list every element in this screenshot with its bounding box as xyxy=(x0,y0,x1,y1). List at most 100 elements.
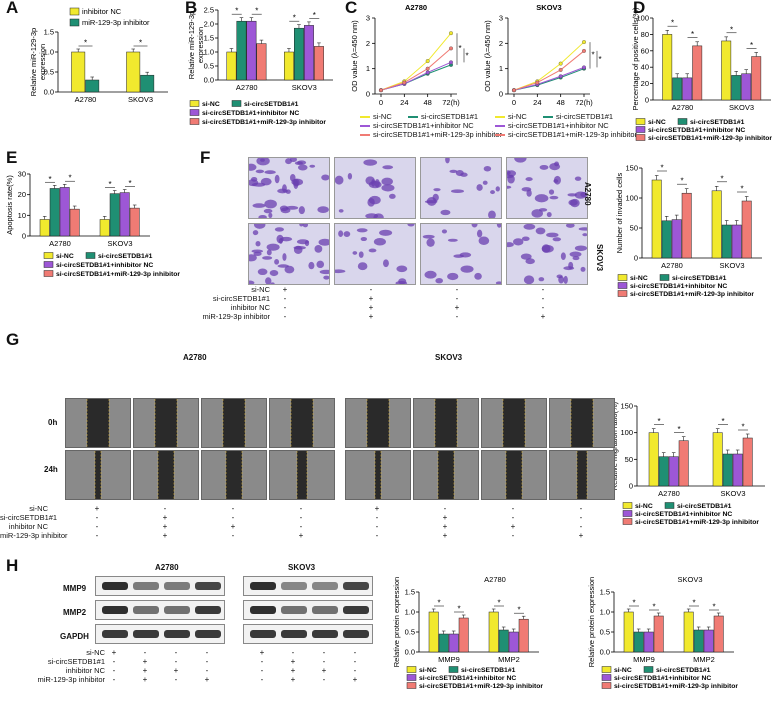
panel-label-e: E xyxy=(6,148,18,167)
legend-c-label: si-circSETDB1#1 xyxy=(421,112,479,121)
y-tick-label: 3 xyxy=(499,14,503,23)
y-axis-label: Relative miR-129-3pexpression xyxy=(29,28,47,96)
h-condition-cell-r2-c5: + xyxy=(290,666,296,675)
data-point xyxy=(425,70,430,75)
stained-cell xyxy=(255,240,261,247)
legend-swatch-0 xyxy=(43,252,54,259)
legend-swatch-2 xyxy=(617,282,628,289)
stained-cell xyxy=(490,190,495,195)
panel-label-h: H xyxy=(6,556,19,575)
legend-line-marker xyxy=(360,125,370,128)
h-condition-cell-r2-c3: - xyxy=(205,666,209,675)
y-tick-label: 1.0 xyxy=(405,608,415,617)
stained-cell xyxy=(521,236,530,242)
y-tick-label: 2.5 xyxy=(204,6,214,15)
blot-lanes xyxy=(102,582,221,590)
h-condition-cell-r0-c7: - xyxy=(353,648,357,657)
micrograph-r1-c0 xyxy=(248,223,330,285)
legend-swatch-1 xyxy=(659,274,670,281)
h-condition-row-label-2: inhibitor NC xyxy=(65,666,105,675)
legend-swatch-1 xyxy=(69,18,80,27)
y-tick-label: 1 xyxy=(499,64,503,73)
wound-field xyxy=(86,399,110,447)
data-point xyxy=(449,60,453,65)
legend-swatch-1 xyxy=(643,666,654,673)
bar-MMP2-2 xyxy=(508,631,519,653)
condition-cell-r2-c2: + xyxy=(454,303,460,312)
y-tick-label: 1.5 xyxy=(405,588,415,597)
category-label-MMP9: MMP9 xyxy=(633,655,655,664)
g-condition-cell-r1-c5: + xyxy=(442,513,448,522)
legend-line-marker xyxy=(495,125,505,128)
stained-cell xyxy=(507,170,517,177)
blot-band xyxy=(133,606,159,614)
wound-image-r0-c4 xyxy=(345,398,411,448)
data-point xyxy=(402,80,407,85)
bar-MMP9-0 xyxy=(623,611,634,653)
legend-label-3: si-circSETDB1#1+miR-129-3p inhibitor xyxy=(56,271,180,278)
y-tick-label: 1.5 xyxy=(204,34,214,43)
legend-swatch-0 xyxy=(617,274,628,281)
y-axis-label: OD value (λ=450 nm) xyxy=(483,20,492,92)
stained-cell xyxy=(449,169,458,173)
stained-cell xyxy=(440,209,451,216)
y-tick-label: 1.0 xyxy=(600,608,610,617)
legend-swatch-2 xyxy=(43,261,54,268)
g-condition-cell-r0-c5: - xyxy=(443,504,447,513)
legend-label-3: si-circSETDB1#1+miR-129-3p inhibitor xyxy=(635,519,759,526)
y-tick-label: 0 xyxy=(634,254,638,263)
wound-gap xyxy=(155,399,177,447)
sig-star: * xyxy=(293,14,296,23)
bar-SKOV3-3 xyxy=(742,437,753,487)
stained-cell xyxy=(572,256,580,261)
bar-MMP2-0 xyxy=(683,611,694,653)
y-tick-label: 0.5 xyxy=(600,628,610,637)
h-row-gapdh: GAPDH xyxy=(60,632,89,641)
micrograph-r0-c2 xyxy=(420,157,502,219)
stained-cell xyxy=(363,159,378,166)
micrograph-r1-c1 xyxy=(334,223,416,285)
g-condition-cell-r2-c1: + xyxy=(162,522,168,531)
invasion-micrographs xyxy=(248,157,588,285)
stained-cell xyxy=(296,239,309,245)
legend-line-marker xyxy=(543,116,553,119)
stained-cell xyxy=(317,206,329,214)
stained-cell xyxy=(541,244,551,253)
stained-cell xyxy=(285,205,299,210)
y-tick-label: 0.0 xyxy=(405,648,415,657)
bar-MMP9-1 xyxy=(633,631,644,653)
legend-swatch-3 xyxy=(635,134,646,141)
y-tick-label: 0 xyxy=(499,90,503,99)
cell-stain xyxy=(335,159,396,218)
category-label-A2780: A2780 xyxy=(75,95,97,104)
blot-band xyxy=(102,606,128,614)
stained-cell xyxy=(373,237,386,246)
y-tick-label: 150 xyxy=(625,164,638,173)
h-condition-cell-r3-c2: - xyxy=(174,675,178,684)
h-condition-cell-r3-c6: - xyxy=(322,675,326,684)
sig-star: * xyxy=(712,603,715,612)
bar-A2780-0 xyxy=(226,51,237,81)
h-condition-cell-r3-c1: + xyxy=(142,675,148,684)
legend-label-1: si-circSETDB1#1 xyxy=(98,253,153,260)
g-condition-cell-r3-c4: - xyxy=(375,531,379,540)
bar-SKOV3-0 xyxy=(99,219,110,237)
stained-cell xyxy=(285,158,292,165)
sig-star: * xyxy=(313,11,316,20)
wound-gap xyxy=(223,399,245,447)
data-point xyxy=(558,74,563,79)
stained-cell xyxy=(253,224,266,229)
blot-band xyxy=(133,582,159,590)
h-condition-cell-r1-c1: + xyxy=(142,657,148,666)
stained-cell xyxy=(538,277,545,282)
wound-field xyxy=(570,399,594,447)
blot-band xyxy=(164,582,190,590)
condition-table-f: si-NC + - - - si-circSETDB1#1- + - - inhibitor NC… xyxy=(170,285,600,330)
series-line-2 xyxy=(513,66,585,91)
stained-cell xyxy=(582,233,587,237)
bar-SKOV3-2 xyxy=(732,453,743,487)
sig-star: * xyxy=(677,425,680,434)
blot-band xyxy=(250,606,276,614)
